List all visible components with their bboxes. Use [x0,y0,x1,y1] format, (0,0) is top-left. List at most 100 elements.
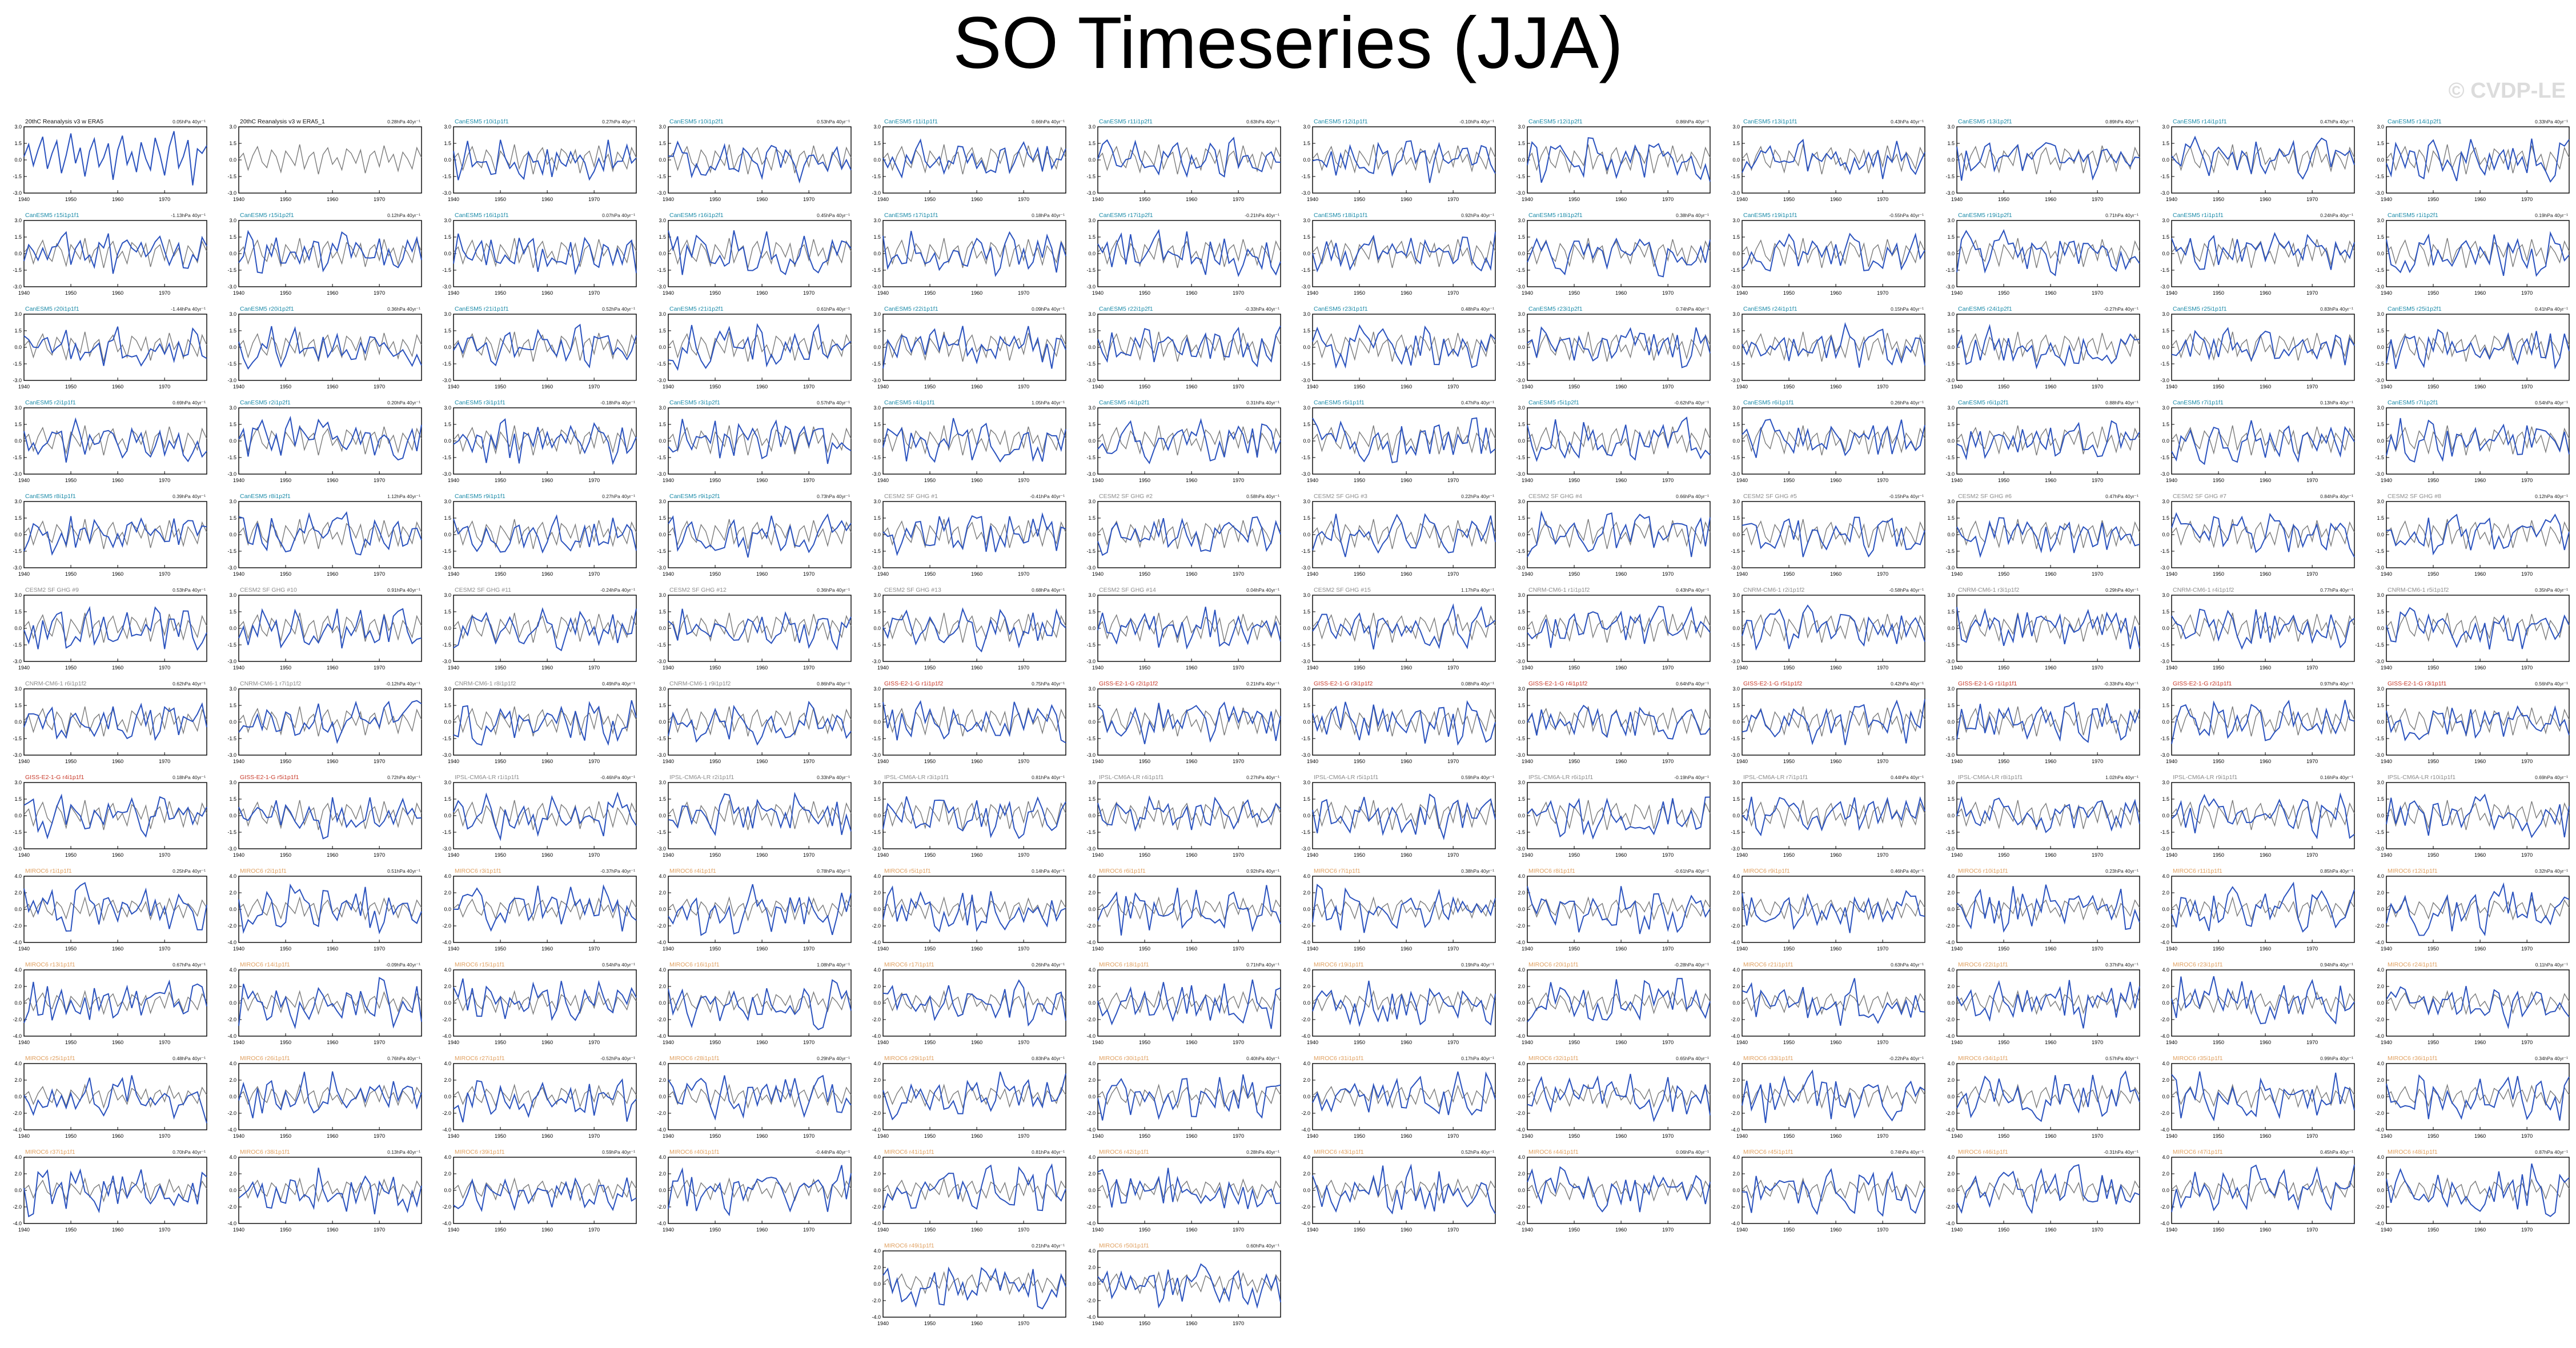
timeseries-panel: CanESM5 r6i1p2f1 0.88hPa 40yr⁻¹3.01.50.0-… [1945,399,2140,483]
panel-frame [1742,595,1925,662]
model-series-line [2386,793,2570,839]
y-tick-label: 0.0 [873,1094,881,1100]
y-tick-label: 1.5 [444,703,451,708]
timeseries-panel: CNRM-CM6-1 r9i1p1f2 0.86hPa 40yr⁻¹3.01.50… [657,680,852,764]
model-series-line [1742,890,1925,933]
panel-trend: 0.61hPa 40yr⁻¹ [817,306,850,312]
x-tick-label: 1940 [1092,384,1104,390]
y-tick-label: 1.5 [1947,703,1955,708]
y-tick-label: -2.0 [1731,1110,1740,1116]
obs-series-line [882,706,1066,737]
y-tick-label: 2.0 [873,1077,881,1083]
x-tick-label: 1970 [2521,196,2533,202]
y-tick-label: 1.5 [873,703,881,708]
model-series-line [882,418,1066,463]
panel-frame [2386,782,2570,849]
x-tick-label: 1940 [663,665,674,671]
x-tick-label: 1970 [1662,571,1674,577]
y-tick-label: 1.5 [2162,515,2169,521]
model-series-line [882,1163,1066,1211]
x-tick-label: 1950 [495,384,506,390]
timeseries-panel: CESM2 SF GHG #6 0.47hPa 40yr⁻¹3.01.50.0-1… [1945,493,2140,577]
panel-frame [2386,314,2570,381]
x-tick-label: 1970 [2306,1227,2318,1233]
panel-label: CanESM5 r9i1p2f1 [669,493,720,500]
x-tick-label: 1950 [495,1040,506,1045]
panel-trend: -0.21hPa 40yr⁻¹ [1245,212,1279,218]
panel-trend: -0.22hPa 40yr⁻¹ [1889,1056,1924,1061]
y-tick-label: 1.5 [14,796,22,802]
panel-label: MIROC6 r33i1p1f1 [1743,1055,1793,1062]
y-tick-label: 1.5 [444,141,451,146]
panel-label: GISS-E2-1-G r5i1p1f2 [1743,680,1802,687]
x-tick-label: 1950 [2427,946,2439,952]
y-tick-label: -3.0 [657,846,666,852]
panel-label: IPSL-CM6A-LR r2i1p1f1 [669,774,734,781]
y-tick-label: 0.0 [14,344,22,350]
y-tick-label: 1.5 [873,609,881,615]
panel-trend: 0.91hPa 40yr⁻¹ [387,587,420,593]
x-tick-label: 1940 [233,290,244,296]
y-tick-label: -4.0 [13,1221,22,1226]
x-tick-label: 1950 [1568,1227,1580,1233]
x-tick-label: 1940 [663,1227,674,1233]
y-tick-label: 1.5 [229,515,236,521]
y-tick-label: 0.0 [2162,719,2169,725]
y-tick-label: 1.5 [1303,422,1310,427]
y-tick-label: 0.0 [1947,438,1955,444]
x-tick-label: 1940 [1951,478,1963,483]
x-tick-label: 1960 [756,852,768,858]
y-tick-label: 1.5 [2377,141,2384,146]
model-series-line [1312,793,1496,841]
x-tick-label: 1940 [448,290,459,296]
x-tick-label: 1970 [1662,1227,1674,1233]
panel-trend: 0.06hPa 40yr⁻¹ [1676,1149,1709,1155]
timeseries-panel: MIROC6 r38i1p1f1 0.13hPa 40yr⁻¹4.02.00.0-… [227,1149,422,1233]
timeseries-panel: MIROC6 r13i1p1f1 0.67hPa 40yr⁻¹4.02.00.0-… [13,961,207,1045]
y-tick-label: 4.0 [2377,1061,2384,1066]
x-tick-label: 1940 [1736,290,1748,296]
panel-frame [882,1063,1066,1130]
x-tick-label: 1950 [1568,478,1580,483]
y-tick-label: -3.0 [2160,190,2169,196]
y-tick-label: -3.0 [13,659,22,664]
panel-label: MIROC6 r7i1p1f1 [1314,868,1361,874]
panel-frame [2171,314,2355,381]
x-tick-label: 1950 [1568,1040,1580,1045]
panel-trend: 0.13hPa 40yr⁻¹ [387,1149,420,1155]
obs-series-line [1527,144,1711,175]
model-series-line [2171,792,2355,840]
panel-trend: 0.27hPa 40yr⁻¹ [602,119,635,125]
timeseries-panel: CanESM5 r22i1p1f1 0.09hPa 40yr⁻¹3.01.50.0… [872,306,1066,390]
x-tick-label: 1950 [709,384,721,390]
panel-label: GISS-E2-1-G r1i1p1f2 [884,680,943,687]
panel-frame [1097,501,1281,568]
timeseries-panel: MIROC6 r1i1p1f1 0.25hPa 40yr⁻¹4.02.00.0-2… [13,868,207,952]
y-tick-label: -3.0 [13,378,22,383]
panel-trend: 0.59hPa 40yr⁻¹ [602,1149,635,1155]
y-tick-label: 1.5 [1732,422,1740,427]
model-series-line [2386,138,2570,183]
timeseries-panel: GISS-E2-1-G r3i1p1f2 0.08hPa 40yr⁻¹3.01.5… [1301,680,1496,764]
model-series-line [1742,796,1925,837]
x-tick-label: 1970 [1447,290,1459,296]
timeseries-panel: MIROC6 r26i1p1f1 0.76hPa 40yr⁻¹4.02.00.0-… [227,1055,422,1139]
timeseries-panel: MIROC6 r47i1p1f1 0.45hPa 40yr⁻¹4.02.00.0-… [2160,1149,2355,1233]
timeseries-panel: CNRM-CM6-1 r8i1p1f2 0.49hPa 40yr⁻¹3.01.50… [442,680,637,764]
x-tick-label: 1940 [2166,1133,2177,1139]
x-tick-label: 1940 [18,571,30,577]
y-tick-label: 0.0 [1518,344,1525,350]
panel-trend: -0.31hPa 40yr⁻¹ [2104,1149,2138,1155]
panel-label: GISS-E2-1-G r2i1p1f1 [2173,680,2232,687]
x-tick-label: 1950 [924,290,936,296]
x-tick-label: 1940 [1736,852,1748,858]
x-tick-label: 1950 [2213,946,2224,952]
model-series-line [453,514,637,554]
y-tick-label: 0.0 [14,625,22,631]
x-tick-label: 1950 [1998,1227,2009,1233]
panel-frame [23,876,207,943]
panel-frame [668,595,852,662]
model-series-line [238,1071,422,1118]
panel-trend: 0.84hPa 40yr⁻¹ [2320,494,2353,499]
panel-label: MIROC6 r14i1p1f1 [240,961,290,968]
